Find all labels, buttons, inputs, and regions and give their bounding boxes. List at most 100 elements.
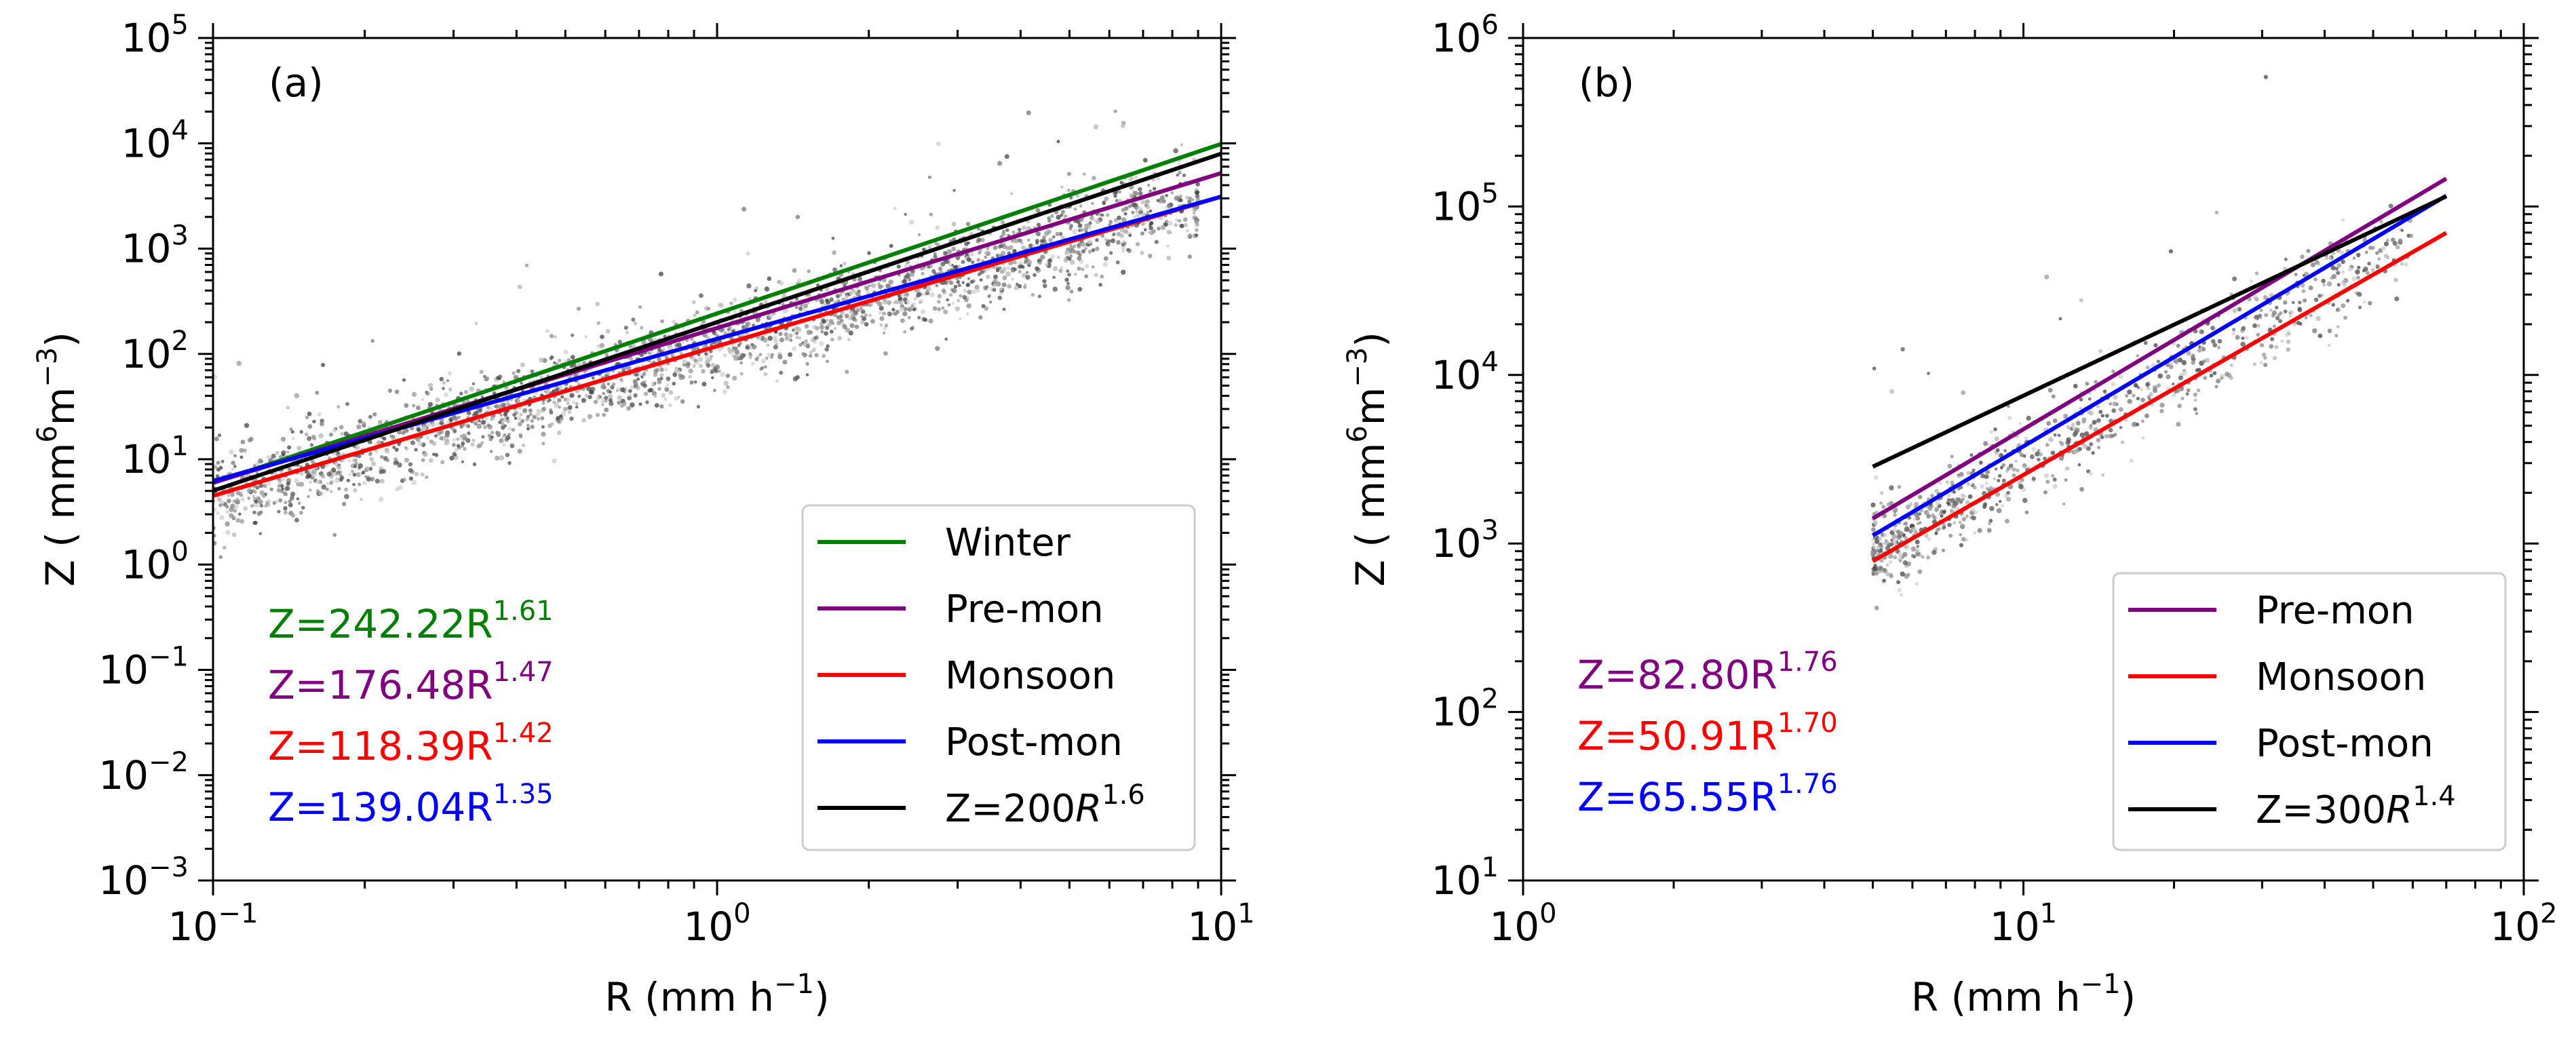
scatter-point: [827, 323, 831, 327]
scatter-point: [695, 310, 699, 315]
x-tick-label: 100: [683, 898, 750, 950]
scatter-point: [2336, 325, 2340, 329]
scatter-point: [628, 393, 632, 398]
scatter-point: [229, 507, 234, 512]
scatter-point: [1167, 205, 1171, 209]
scatter-point: [974, 284, 980, 290]
scatter-point: [2395, 245, 2400, 250]
scatter-point: [1885, 540, 1889, 545]
scatter-point: [1113, 194, 1117, 198]
scatter-point: [2300, 254, 2305, 259]
scatter-point: [2300, 283, 2305, 288]
scatter-point: [2178, 386, 2185, 391]
scatter-point: [449, 419, 453, 423]
scatter-point: [1957, 486, 1961, 491]
scatter-point: [2272, 355, 2277, 361]
scatter-point: [1889, 389, 1894, 394]
scatter-point: [750, 362, 755, 366]
scatter-point: [727, 347, 731, 351]
scatter-point: [2065, 440, 2071, 446]
scatter-point: [2269, 344, 2274, 349]
scatter-point: [1073, 207, 1077, 211]
scatter-point: [472, 462, 477, 467]
scatter-point: [1122, 239, 1126, 243]
scatter-point: [481, 420, 486, 425]
scatter-point: [498, 421, 502, 425]
scatter-point: [501, 434, 506, 439]
scatter-point: [1953, 521, 1957, 525]
scatter-point: [1898, 559, 1902, 563]
scatter-point: [657, 347, 662, 352]
scatter-point: [812, 347, 816, 351]
scatter-point: [710, 343, 713, 347]
scatter-point: [1117, 215, 1121, 220]
scatter-point: [296, 446, 302, 451]
scatter-point: [620, 387, 626, 393]
scatter-point: [440, 460, 445, 465]
scatter-point: [1178, 194, 1183, 198]
scatter-point: [705, 355, 709, 360]
scatter-point: [321, 484, 327, 490]
scatter-point: [554, 402, 560, 406]
scatter-point: [927, 245, 932, 250]
scatter-point: [2212, 371, 2217, 375]
scatter-point: [788, 352, 792, 357]
scatter-point: [369, 457, 374, 462]
scatter-point: [299, 511, 303, 515]
scatter-point: [1924, 533, 1929, 539]
scatter-point: [2089, 426, 2093, 430]
scatter-point: [878, 311, 882, 315]
scatter-point: [1915, 516, 1921, 521]
scatter-point: [2377, 257, 2381, 261]
scatter-point: [257, 497, 261, 501]
scatter-point: [225, 521, 230, 527]
scatter-point: [824, 303, 828, 307]
scatter-point: [1095, 219, 1100, 225]
scatter-point: [929, 212, 934, 216]
scatter-point: [280, 436, 286, 442]
scatter-point: [1177, 218, 1182, 223]
panel-label: (a): [269, 60, 324, 106]
scatter-point: [708, 357, 712, 362]
scatter-point: [731, 375, 737, 381]
scatter-point: [864, 286, 870, 291]
scatter-point: [2108, 433, 2113, 439]
scatter-point: [649, 350, 653, 354]
scatter-point: [356, 424, 362, 429]
scatter-point: [2186, 388, 2191, 393]
scatter-point: [1060, 266, 1064, 270]
scatter-point: [1042, 284, 1047, 288]
scatter-point: [301, 505, 305, 510]
scatter-point: [713, 389, 716, 392]
scatter-point: [946, 249, 953, 254]
scatter-point: [243, 506, 248, 511]
scatter-point: [722, 389, 727, 394]
scatter-point: [997, 295, 1002, 301]
scatter-point: [1091, 265, 1095, 269]
scatter-point: [739, 372, 744, 376]
scatter-point: [624, 366, 628, 370]
scatter-point: [851, 316, 856, 322]
scatter-point: [664, 368, 668, 372]
scatter-point: [1139, 207, 1143, 211]
scatter-point: [522, 408, 528, 414]
scatter-point: [720, 372, 725, 377]
scatter-point: [594, 400, 598, 404]
scatter-point: [849, 290, 853, 296]
scatter-point: [1133, 191, 1138, 196]
equation-label: Z=139.04R1.35: [268, 779, 554, 830]
scatter-point: [2259, 309, 2263, 312]
scatter-point: [258, 483, 264, 488]
scatter-point: [932, 306, 938, 311]
scatter-point: [231, 461, 235, 465]
scatter-point: [745, 345, 750, 350]
scatter-point: [1017, 284, 1022, 288]
scatter-point: [1018, 227, 1022, 232]
scatter-point: [1915, 539, 1920, 545]
scatter-point: [1012, 260, 1016, 265]
scatter-point: [626, 366, 632, 371]
scatter-point: [1104, 196, 1109, 201]
scatter-point: [2143, 341, 2148, 345]
scatter-point: [299, 430, 303, 434]
